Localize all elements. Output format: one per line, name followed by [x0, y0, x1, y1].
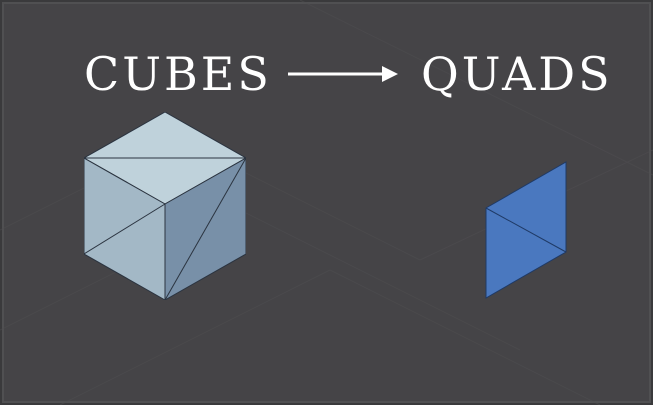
quad-face-icon	[485, 161, 567, 299]
right-arrow-icon	[288, 66, 398, 82]
wireframe-cube-icon	[84, 112, 246, 300]
quads-heading: QUADS	[421, 47, 613, 101]
cubes-heading: CUBES	[84, 47, 272, 101]
